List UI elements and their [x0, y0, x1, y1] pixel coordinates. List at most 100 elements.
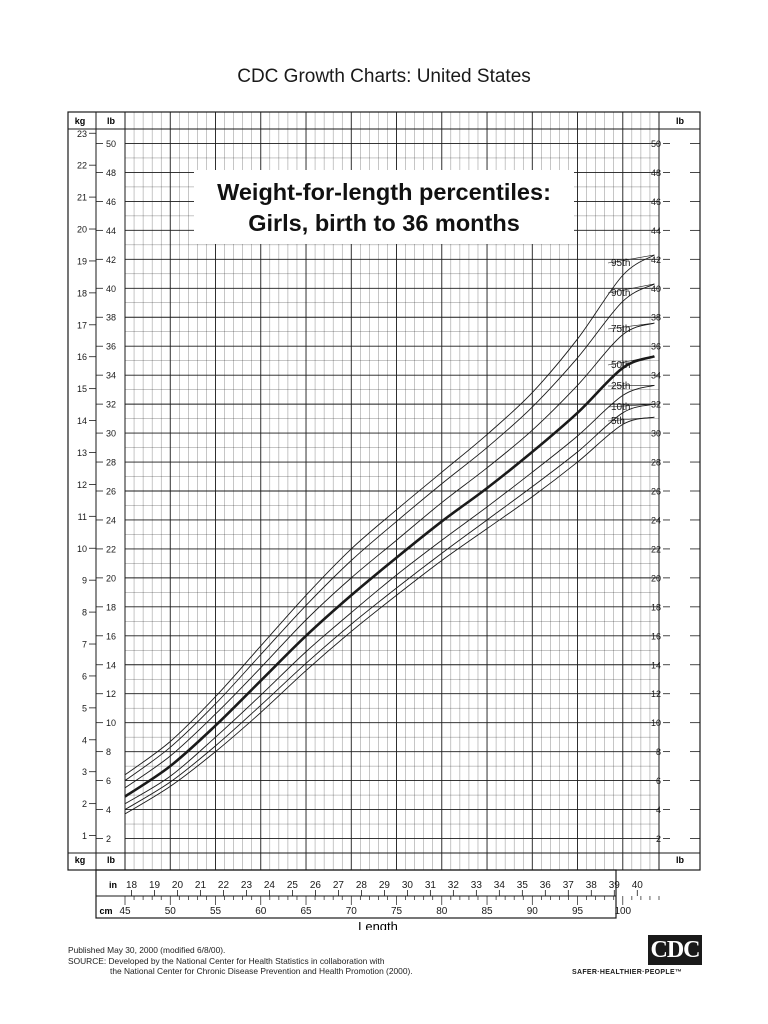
lb-tick-label: 18	[651, 602, 661, 612]
in-tick-label: 36	[540, 880, 552, 891]
cm-tick-label: 60	[255, 906, 267, 917]
percentile-curve-95th	[124, 254, 655, 776]
lb-tick-label: 6	[106, 776, 111, 786]
lb-tick-label: 46	[106, 197, 116, 207]
lb-unit-bottom-left: lb	[107, 855, 116, 865]
cm-tick-label: 85	[481, 906, 493, 917]
in-tick-label: 33	[471, 880, 483, 891]
lb-tick-label: 8	[656, 747, 661, 757]
lb-tick-label: 50	[106, 139, 116, 149]
curve-label-leader	[607, 322, 655, 330]
lb-tick-label: 48	[106, 168, 116, 178]
curve-label-10th: 10th	[611, 402, 630, 413]
lb-tick-label: 18	[106, 602, 116, 612]
kg-tick-label: 3	[82, 767, 87, 777]
cm-tick-label: 80	[436, 906, 448, 917]
cm-tick-label: 100	[614, 906, 631, 917]
in-tick-label: 38	[586, 880, 598, 891]
lb-tick-label: 4	[656, 805, 661, 815]
cm-tick-label: 75	[391, 906, 403, 917]
curve-label-leader	[607, 416, 655, 422]
axis-unit-labels: kg lb lb kg lb lb in cm Length	[75, 116, 685, 930]
in-tick-label: 35	[517, 880, 529, 891]
lb-tick-label: 28	[106, 458, 116, 468]
lb-tick-label: 26	[651, 487, 661, 497]
lb-unit-bottom-right: lb	[676, 855, 685, 865]
lb-tick-label: 36	[651, 342, 661, 352]
kg-tick-label: 17	[77, 320, 87, 330]
x-axis-label: Length	[358, 919, 398, 930]
lb-tick-label: 20	[651, 573, 661, 583]
kg-tick-label: 5	[82, 703, 87, 713]
lb-tick-label: 34	[106, 371, 116, 381]
lb-tick-label: 6	[656, 776, 661, 786]
curve-label-leader	[607, 384, 655, 387]
kg-tick-label: 10	[77, 544, 87, 554]
chart-title-line1: Weight-for-length percentiles:	[217, 179, 551, 205]
in-tick-label: 26	[310, 880, 322, 891]
lb-tick-label: 36	[106, 342, 116, 352]
kg-tick-label: 15	[77, 384, 87, 394]
lb-tick-label: 4	[106, 805, 111, 815]
kg-tick-label: 11	[78, 512, 87, 522]
curve-label-95th: 95th	[611, 258, 630, 269]
curve-label-leader	[607, 356, 655, 366]
cm-tick-label: 50	[165, 906, 177, 917]
length-axis-box	[95, 869, 617, 919]
kg-tick-label: 1	[82, 831, 87, 841]
cm-tick-label: 65	[300, 906, 312, 917]
footer-source-cont: the National Center for Chronic Disease …	[110, 966, 413, 976]
kg-tick-label: 22	[77, 161, 87, 171]
in-tick-label: 39	[609, 880, 621, 891]
kg-unit-bottom: kg	[75, 855, 86, 865]
kg-tick-label: 20	[77, 225, 87, 235]
in-tick-label: 21	[195, 880, 207, 891]
curve-label-5th: 5th	[611, 416, 625, 427]
lb-tick-label: 10	[106, 718, 116, 728]
lb-tick-label: 20	[106, 573, 116, 583]
lb-tick-label: 16	[106, 631, 116, 641]
kg-tick-label: 4	[82, 735, 87, 745]
lb-tick-label: 40	[106, 284, 116, 294]
lb-tick-label: 2	[106, 834, 111, 844]
in-tick-label: 40	[632, 880, 644, 891]
kg-tick-label: 8	[82, 608, 87, 618]
kg-tick-label: 23	[77, 129, 87, 139]
cm-unit: cm	[99, 906, 112, 916]
lb-tick-label: 32	[106, 400, 116, 410]
lb-tick-label: 38	[651, 313, 661, 323]
cdc-logo: CDC	[648, 935, 702, 965]
lb-tick-label: 30	[651, 429, 661, 439]
lb-tick-label: 10	[651, 718, 661, 728]
in-tick-label: 29	[379, 880, 391, 891]
kg-tick-label: 14	[77, 416, 87, 426]
lb-tick-label: 12	[106, 689, 116, 699]
lb-tick-label: 38	[106, 313, 116, 323]
curve-label-leader	[607, 254, 655, 264]
page-title: CDC Growth Charts: United States	[237, 66, 531, 87]
kg-tick-label: 16	[77, 352, 87, 362]
footer-notes: Published May 30, 2000 (modified 6/8/00)…	[68, 945, 413, 977]
in-tick-label: 19	[149, 880, 161, 891]
lb-tick-label: 12	[651, 689, 661, 699]
cm-tick-label: 95	[572, 906, 584, 917]
kg-tick-label: 9	[82, 576, 87, 586]
kg-unit-top: kg	[75, 116, 86, 126]
lb-unit-top-left: lb	[107, 116, 116, 126]
lb-tick-label: 48	[651, 168, 661, 178]
kg-tick-label: 18	[77, 288, 87, 298]
in-tick-label: 24	[264, 880, 276, 891]
kg-tick-label: 21	[77, 193, 87, 203]
cm-tick-label: 45	[119, 906, 131, 917]
lb-tick-label: 40	[651, 284, 661, 294]
in-tick-label: 25	[287, 880, 299, 891]
lb-tick-label: 44	[106, 226, 116, 236]
footer-published: Published May 30, 2000 (modified 6/8/00)…	[68, 945, 226, 955]
percentile-curve-10th	[124, 403, 655, 810]
lb-tick-label: 46	[651, 197, 661, 207]
curve-label-50th: 50th	[611, 360, 630, 371]
lb-tick-label: 44	[651, 226, 661, 236]
lb-tick-label: 14	[651, 660, 661, 670]
percentile-curve-50th	[124, 355, 655, 798]
